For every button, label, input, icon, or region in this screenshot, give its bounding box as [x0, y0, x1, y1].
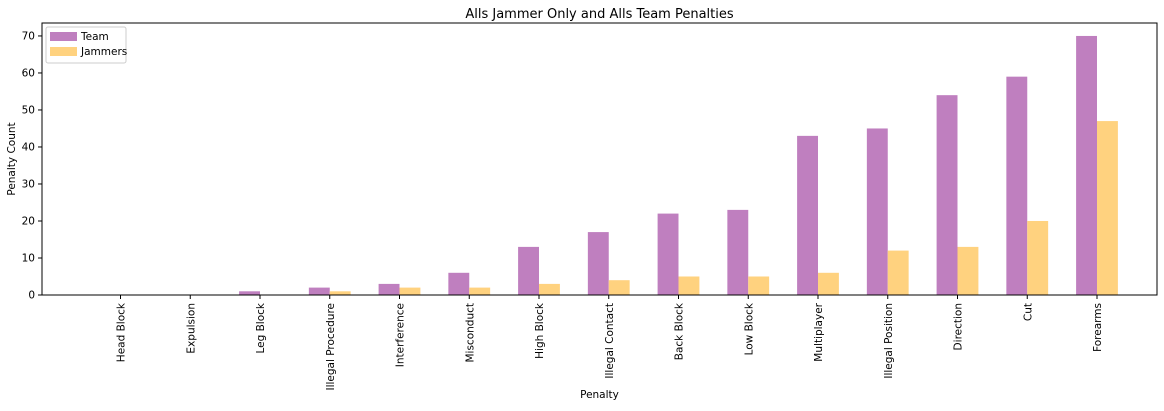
bar-team-leg-block — [239, 291, 260, 295]
bar-team-misconduct — [448, 272, 470, 295]
x-tick-label: Leg Block — [255, 302, 267, 353]
bar-team-illegal-procedure — [308, 287, 330, 295]
bar-jammers-back-block — [678, 276, 700, 295]
x-tick-label: Low Block — [743, 302, 755, 355]
bar-jammers-direction — [957, 246, 979, 295]
legend-label-jammers: Jammers — [80, 46, 127, 58]
bar-jammers-misconduct — [469, 287, 491, 295]
y-tick-label: 30 — [22, 178, 35, 190]
y-tick-label: 70 — [22, 30, 35, 42]
bar-jammers-forearms — [1097, 121, 1118, 295]
x-tick-label: Interference — [395, 303, 407, 367]
plot-frame — [41, 22, 1158, 296]
bar-team-interference — [378, 283, 400, 295]
chart-title: Alls Jammer Only and Alls Team Penalties — [465, 7, 734, 22]
bar-team-direction — [936, 95, 958, 295]
bar-team-illegal-contact — [587, 232, 609, 295]
bar-jammers-cut — [1027, 220, 1049, 295]
x-tick-label: Illegal Position — [883, 303, 895, 379]
y-tick-label: 60 — [22, 67, 35, 79]
bars-layer — [239, 35, 1118, 295]
legend: Team Jammers — [45, 26, 127, 64]
x-axis-ticks: Head Block Expulsion Leg Block Illegal Proc… — [116, 295, 1104, 391]
bar-team-illegal-position — [866, 128, 888, 295]
bar-jammers-illegal-contact — [608, 280, 630, 295]
y-tick-label: 40 — [22, 141, 35, 153]
x-tick-label: Multiplayer — [813, 302, 825, 361]
y-tick-label: 50 — [22, 104, 35, 116]
x-tick-label: Illegal Procedure — [325, 303, 337, 391]
bar-team-multiplayer — [797, 135, 818, 295]
y-tick-label: 20 — [22, 215, 35, 227]
bar-team-cut — [1006, 76, 1028, 295]
y-axis-label: Penalty Count — [6, 122, 18, 195]
bar-team-back-block — [657, 213, 679, 295]
x-tick-label: Misconduct — [464, 303, 476, 363]
x-tick-label: High Block — [534, 302, 546, 359]
legend-swatch-jammers — [50, 47, 77, 56]
bar-jammers-interference — [399, 287, 421, 295]
bar-jammers-multiplayer — [818, 272, 839, 295]
bar-jammers-high-block — [539, 283, 560, 295]
legend-swatch-team — [50, 32, 77, 41]
x-tick-label: Cut — [1022, 303, 1034, 321]
x-tick-label: Expulsion — [185, 303, 197, 354]
x-axis-label: Penalty — [580, 389, 619, 401]
x-tick-label: Forearms — [1092, 303, 1104, 352]
bar-jammers-illegal-position — [887, 250, 909, 295]
x-tick-label: Back Block — [674, 302, 686, 360]
x-tick-label: Illegal Contact — [604, 303, 616, 379]
y-axis-ticks: 0 10 20 30 40 50 60 70 — [22, 30, 42, 302]
bar-jammers-low-block — [748, 276, 770, 295]
legend-label-team: Team — [80, 31, 109, 43]
bar-team-forearms — [1076, 35, 1097, 295]
bar-team-low-block — [727, 209, 749, 295]
bar-jammers-illegal-procedure — [329, 291, 351, 295]
bar-team-high-block — [518, 246, 539, 295]
x-tick-label: Head Block — [116, 302, 128, 362]
y-tick-label: 0 — [28, 290, 35, 302]
y-tick-label: 10 — [22, 252, 35, 264]
x-tick-label: Direction — [953, 303, 965, 350]
